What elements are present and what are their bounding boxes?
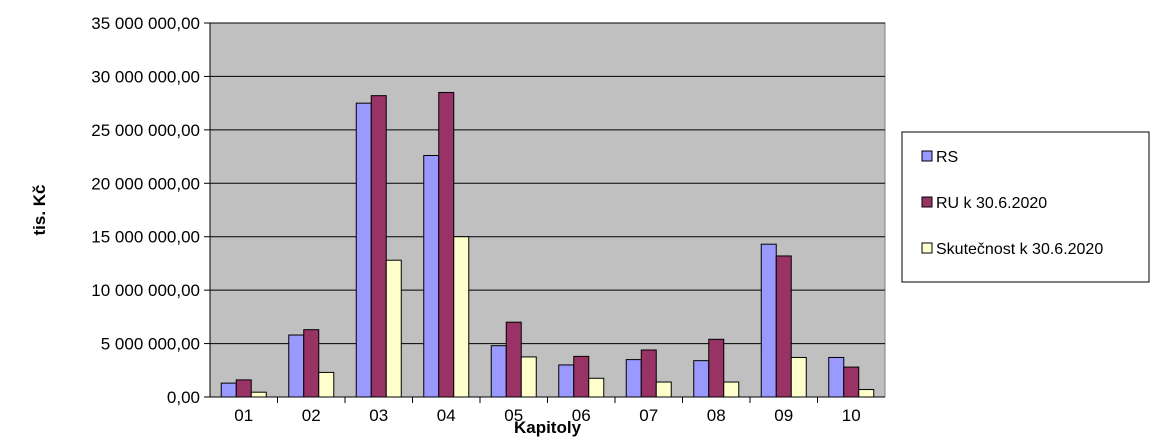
x-tick-label: 10 <box>842 406 861 425</box>
x-tick-label: 03 <box>369 406 388 425</box>
bar-2-02 <box>303 329 320 398</box>
bar-2-10 <box>843 366 860 398</box>
bar-3-05 <box>520 356 537 398</box>
y-tick-label: 35 000 000,00 <box>91 14 200 33</box>
bar-3-08 <box>723 381 740 398</box>
y-tick-label: 30 000 000,00 <box>91 67 200 86</box>
x-axis-ticks: 01 02 03 04 05 06 07 08 09 10 <box>234 397 861 425</box>
bar-1-04 <box>423 155 440 398</box>
legend-box <box>901 131 1150 283</box>
bar-3-10 <box>858 389 875 398</box>
bars <box>220 91 875 398</box>
bar-2-03 <box>370 95 387 398</box>
bar-3-07 <box>655 381 672 398</box>
bar-1-05 <box>490 345 507 398</box>
x-tick-label: 06 <box>572 406 591 425</box>
bar-2-06 <box>573 355 590 398</box>
x-tick-label: 01 <box>234 406 253 425</box>
y-tick-label: 25 000 000,00 <box>91 121 200 140</box>
bar-1-06 <box>558 364 575 398</box>
legend-label-1: RS <box>936 149 958 166</box>
bar-3-02 <box>318 371 335 398</box>
bar-1-07 <box>625 359 642 398</box>
y-axis-ticks: 0,00 5 000 000,00 10 000 000,00 15 000 000,… <box>91 14 210 407</box>
bar-3-04 <box>453 236 470 398</box>
x-tick-label: 05 <box>504 406 523 425</box>
bar-1-08 <box>693 360 710 398</box>
legend-label-2: RU k 30.6.2020 <box>936 195 1047 212</box>
y-axis-title: tis. Kč <box>30 184 49 235</box>
bar-1-09 <box>760 243 777 398</box>
y-tick-label: 15 000 000,00 <box>91 228 200 247</box>
bar-2-09 <box>775 255 792 398</box>
bar-2-05 <box>505 321 522 398</box>
bar-3-03 <box>385 259 402 398</box>
legend: RS RU k 30.6.2020 Skutečnost k 30.6.2020 <box>901 131 1150 283</box>
y-tick-label: 0,00 <box>167 388 200 407</box>
bar-1-02 <box>288 334 305 398</box>
bar-3-06 <box>588 377 605 398</box>
legend-label-3: Skutečnost k 30.6.2020 <box>936 241 1103 258</box>
bar-2-08 <box>708 338 725 398</box>
x-tick-label: 08 <box>707 406 726 425</box>
bar-3-01 <box>250 391 267 398</box>
bar-2-04 <box>438 91 455 398</box>
y-tick-label: 10 000 000,00 <box>91 281 200 300</box>
legend-swatch-2 <box>921 196 933 208</box>
y-tick-label: 5 000 000,00 <box>101 335 200 354</box>
y-tick-label: 20 000 000,00 <box>91 174 200 193</box>
bar-1-10 <box>828 356 845 398</box>
bar-3-09 <box>790 356 807 398</box>
x-tick-label: 07 <box>639 406 658 425</box>
legend-swatch-3 <box>921 242 933 254</box>
x-tick-label: 04 <box>437 406 456 425</box>
x-tick-label: 02 <box>302 406 321 425</box>
bar-1-03 <box>355 102 372 398</box>
x-tick-label: 09 <box>774 406 793 425</box>
bar-2-01 <box>235 379 252 398</box>
bar-2-07 <box>640 349 657 398</box>
x-axis-title: Kapitoly <box>514 418 582 437</box>
bar-1-01 <box>220 382 237 398</box>
legend-swatch-1 <box>921 150 933 162</box>
